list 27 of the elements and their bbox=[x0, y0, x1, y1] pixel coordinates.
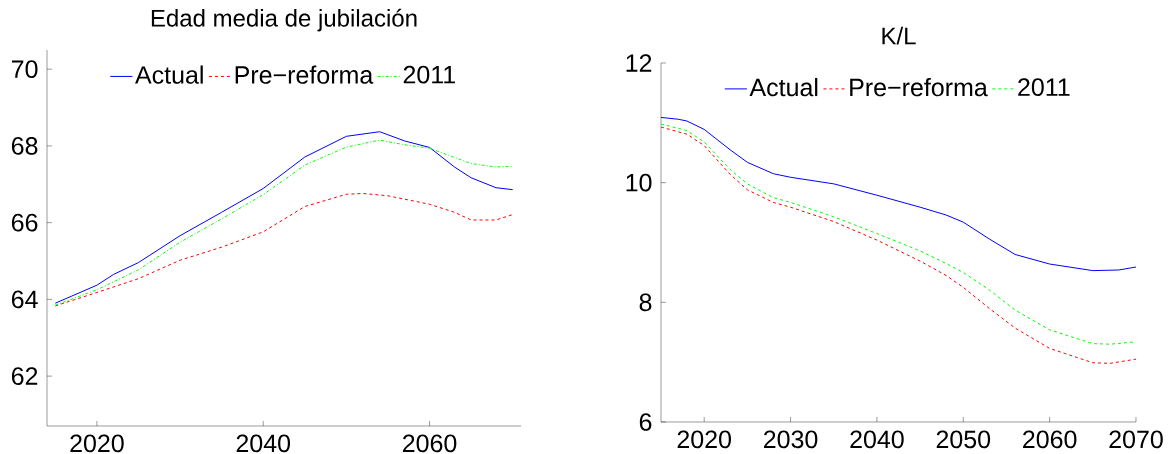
legend-label: Actual bbox=[135, 65, 203, 84]
x-tick-label: 2050 bbox=[936, 430, 991, 449]
line-series bbox=[661, 116, 1136, 272]
legend-label: 2011 bbox=[403, 65, 456, 84]
y-tick-label: 6 bbox=[639, 413, 652, 431]
legend-label: 2011 bbox=[1018, 78, 1070, 96]
x-tick-label: 2060 bbox=[1023, 430, 1077, 449]
x-tick-label: 2020 bbox=[677, 430, 731, 449]
x-tick-label: 2070 bbox=[1109, 430, 1163, 449]
legend-label: Actual bbox=[749, 77, 818, 97]
legend-label: Pre−reforma bbox=[850, 77, 988, 97]
y-tick-label: 62 bbox=[11, 367, 38, 385]
x-tick-label: 2040 bbox=[236, 434, 291, 453]
y-tick-label: 64 bbox=[11, 290, 38, 309]
legend-label: Pre−reforma bbox=[235, 65, 374, 84]
chart-title: Edad media de jubilación bbox=[151, 8, 417, 32]
y-tick-label: 8 bbox=[639, 293, 652, 312]
x-tick-label: 2060 bbox=[402, 434, 457, 453]
x-tick-label: 2020 bbox=[70, 434, 124, 453]
y-tick-label: 70 bbox=[11, 60, 38, 79]
x-tick-label: 2040 bbox=[850, 430, 904, 449]
y-tick-label: 10 bbox=[626, 173, 652, 192]
y-tick-label: 12 bbox=[626, 54, 652, 72]
y-tick-label: 66 bbox=[11, 213, 38, 232]
x-tick-label: 2030 bbox=[763, 430, 818, 449]
chart-title: K/L bbox=[882, 26, 916, 45]
y-tick-label: 68 bbox=[11, 137, 38, 155]
